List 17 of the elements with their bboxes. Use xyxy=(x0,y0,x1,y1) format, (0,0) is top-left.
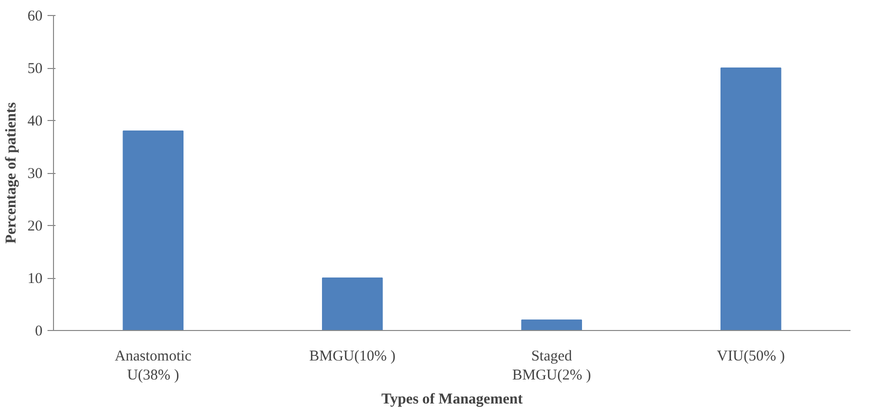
y-tick-label: 60 xyxy=(28,8,42,24)
y-tick-label: 0 xyxy=(35,324,42,340)
bar xyxy=(322,278,383,330)
x-tick-label: Anastomotic U(38% ) xyxy=(114,348,192,384)
bar xyxy=(521,320,582,330)
x-tick-label: Staged BMGU(2% ) xyxy=(512,348,592,384)
y-axis-title: Percentage of patients xyxy=(4,102,20,244)
y-tick-label: 30 xyxy=(28,166,42,182)
bar xyxy=(720,68,782,330)
x-axis-title: Types of Management xyxy=(381,392,523,408)
bar xyxy=(122,130,184,330)
x-tick-label: BMGU(10% ) xyxy=(309,348,396,364)
y-tick-label: 50 xyxy=(28,61,42,77)
y-tick-label: 10 xyxy=(28,271,42,287)
y-tick-label: 20 xyxy=(28,218,42,234)
y-tick-label: 40 xyxy=(28,114,42,130)
x-tick-label: VIU(50% ) xyxy=(716,348,785,364)
